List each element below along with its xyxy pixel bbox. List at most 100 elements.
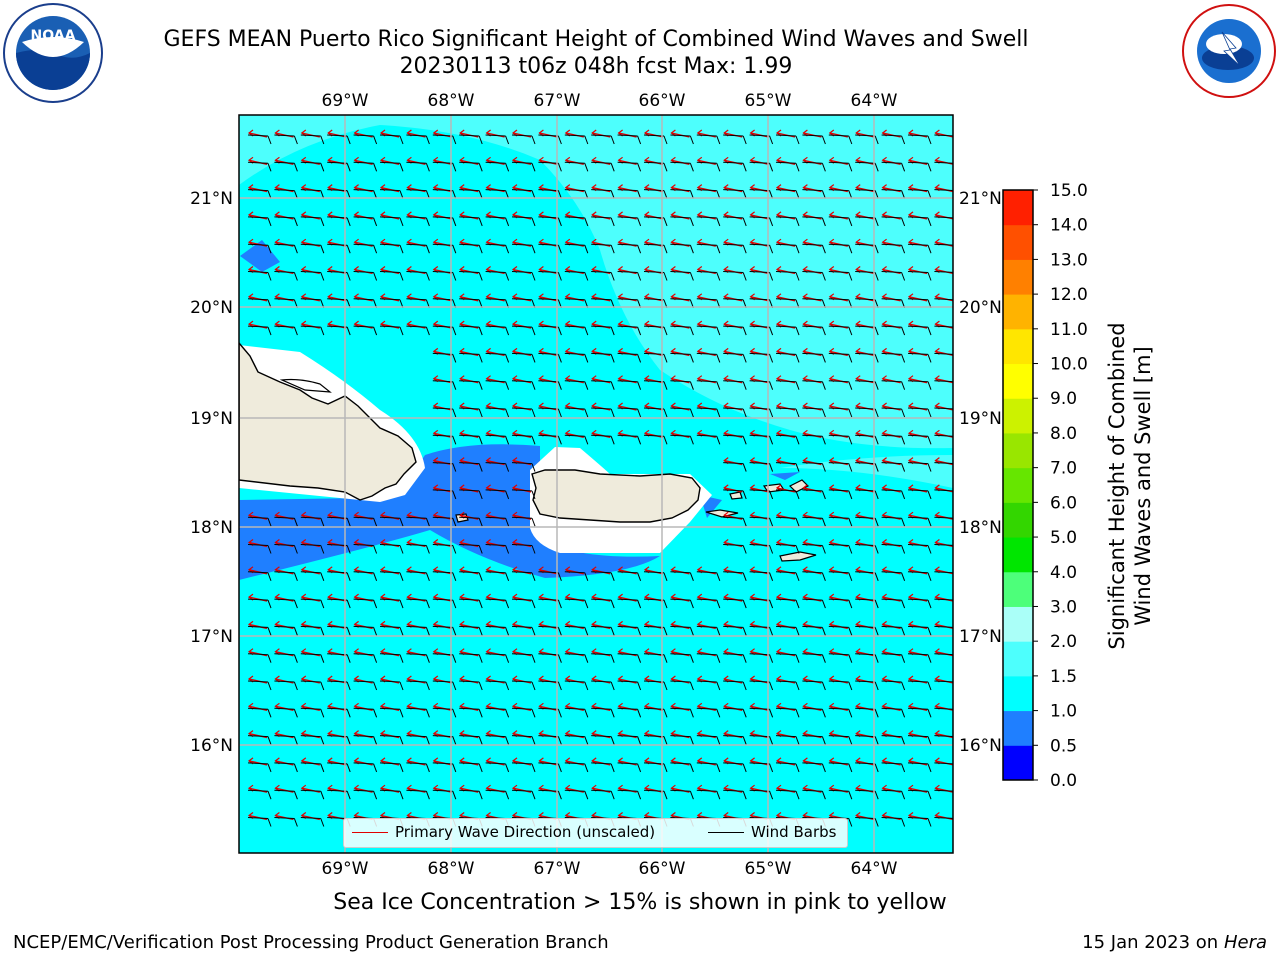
wind-barb	[643, 189, 665, 192]
wind-barb-flag	[531, 490, 536, 500]
lat-label-left-20n: 20°N	[190, 298, 233, 318]
wind-barb	[511, 516, 533, 519]
lat-label-left-19n: 19°N	[190, 409, 233, 429]
wind-barb-flag	[505, 436, 510, 445]
wind-barb	[723, 762, 744, 765]
wind-barb	[353, 653, 374, 656]
wind-barb-flag	[795, 599, 800, 609]
wind-barb	[485, 271, 506, 273]
wind-barb	[643, 298, 665, 301]
wind-barb-flag	[637, 681, 642, 691]
wind-barb-flag	[293, 599, 298, 609]
wind-barb	[327, 216, 348, 219]
wind-barb-flag	[425, 135, 430, 145]
wind-barb	[723, 243, 744, 246]
wind-barb-flag	[425, 245, 430, 254]
wave-band-0.5-1-cell	[240, 240, 280, 272]
wind-barb-flag	[293, 326, 298, 336]
wind-barb	[855, 571, 876, 574]
wind-barb	[934, 680, 953, 683]
wind-barb	[459, 325, 480, 328]
wind-barb-flag	[927, 408, 932, 418]
wind-barb	[907, 817, 929, 819]
wind-barb	[379, 762, 401, 765]
wind-barb-flag	[716, 654, 721, 663]
wind-barb-flag	[901, 463, 906, 472]
wind-barb-flag	[795, 545, 800, 554]
wind-barb	[696, 680, 717, 683]
wind-barb-flag	[320, 135, 325, 145]
wind-barb	[775, 735, 797, 738]
wind-barb-flag	[346, 709, 351, 718]
wind-barb-flag	[742, 463, 747, 472]
wind-barb-flag	[267, 654, 272, 663]
wind-barb-flag	[478, 736, 483, 745]
wind-barb	[907, 735, 929, 738]
wind-barb	[353, 625, 374, 628]
wind-barb	[907, 516, 929, 519]
wind-barb-flag	[505, 709, 510, 718]
wind-barb	[828, 189, 849, 192]
wind-barb	[670, 352, 691, 355]
land-st-croix	[779, 551, 817, 562]
noaa-logo-text: NOAA	[31, 28, 76, 44]
wind-barb-flag	[505, 135, 510, 145]
wind-barb	[485, 489, 506, 492]
wind-barb-flag	[874, 572, 879, 581]
wind-barb-flag	[901, 408, 906, 418]
wind-barb-flag	[505, 627, 510, 636]
wind-barb	[353, 189, 374, 192]
wind-barb-flag	[584, 408, 589, 418]
wind-barb	[855, 707, 876, 710]
wind-barb	[828, 325, 849, 328]
wind-barb-flag	[689, 599, 694, 609]
wind-barb	[749, 653, 770, 656]
wind-barb	[485, 653, 506, 656]
wind-barb	[327, 134, 348, 137]
wind-barb-flag	[954, 136, 957, 144]
wind-barb	[379, 161, 401, 164]
wind-barb-flag	[637, 217, 642, 227]
wind-barb-flag	[663, 326, 668, 336]
wind-barb-flag	[954, 491, 957, 499]
wind-barb-flag	[742, 326, 747, 336]
wind-barb	[591, 762, 612, 765]
wind-barb-flag	[874, 791, 879, 800]
wind-barb	[353, 298, 374, 301]
wind-barb-flag	[954, 600, 957, 608]
wind-barb-flag	[795, 681, 800, 691]
colorbar-swatch	[1003, 328, 1033, 365]
wind-barb	[432, 216, 453, 219]
wind-barb-flag	[663, 135, 668, 145]
wind-barb-flag	[874, 681, 879, 691]
wind-barb-flag	[901, 436, 906, 445]
wind-barb-flag	[373, 681, 378, 691]
wind-barb	[696, 598, 717, 601]
wind-barb	[617, 352, 638, 355]
wind-barb	[881, 271, 902, 273]
wind-barb-flag	[452, 572, 457, 581]
wind-barb-flag	[663, 627, 668, 636]
sea-ice-note: Sea Ice Concentration > 15% is shown in …	[333, 890, 947, 915]
wind-barb	[274, 161, 295, 164]
wind-barb	[274, 189, 295, 192]
wind-barb-flag	[954, 245, 957, 253]
wind-barb-flag	[821, 763, 826, 773]
lat-label-left-18n: 18°N	[190, 518, 233, 538]
wind-barb	[881, 298, 902, 301]
legend-barb-label: Wind Barbs	[751, 823, 837, 841]
wind-barb-flag	[557, 272, 562, 281]
lon-label-top-68w: 68°W	[428, 91, 475, 111]
wind-barb	[247, 298, 269, 301]
wind-barb	[327, 298, 348, 301]
wind-barb	[802, 544, 823, 546]
colorbar-tick-label: 6.0	[1050, 493, 1077, 513]
wind-barb-flag	[584, 709, 589, 718]
wind-barb-flag	[399, 326, 404, 336]
wind-barb-flag	[478, 572, 483, 581]
wind-barb	[353, 516, 374, 519]
wind-barb	[353, 161, 374, 164]
wind-barb-flag	[557, 408, 562, 418]
wind-barb	[511, 325, 533, 328]
wind-barb	[459, 598, 480, 601]
